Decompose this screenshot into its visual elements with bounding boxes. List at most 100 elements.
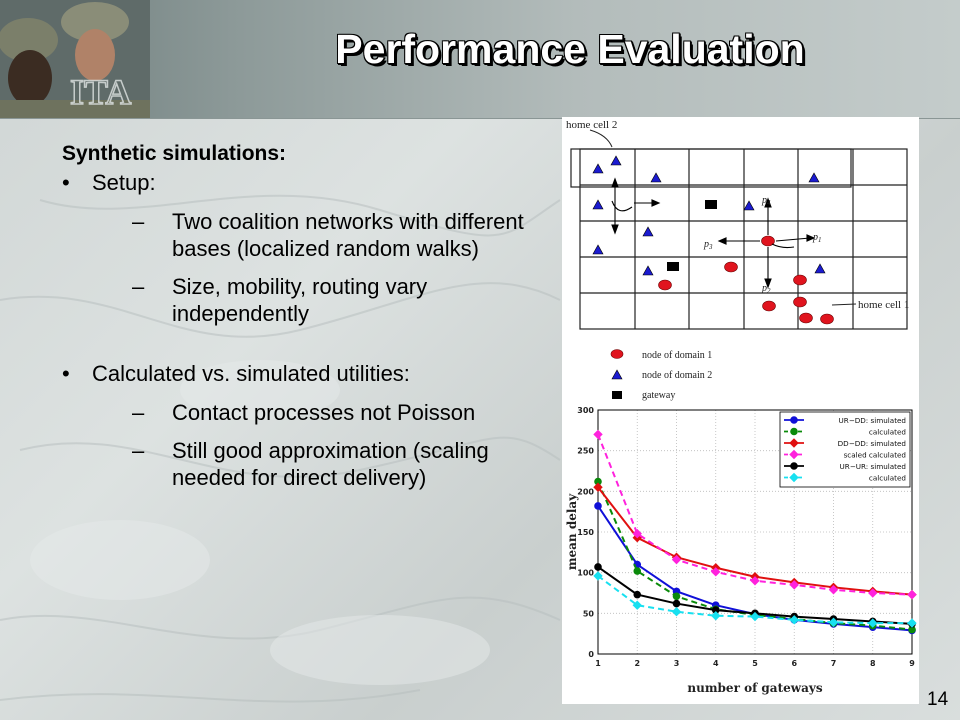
title-bar: ITA Performance Evaluation [0, 0, 960, 119]
circle-node-icon [820, 313, 834, 325]
data-point [750, 576, 760, 586]
legend-label: node of domain 1 [642, 350, 712, 361]
sub-list: – Contact processes not Poisson – Still … [92, 399, 542, 491]
dash-icon: – [132, 400, 145, 425]
sub-bullet: – Still good approximation (scaling need… [132, 437, 542, 491]
legend-square-icon [612, 391, 622, 399]
data-point [671, 606, 682, 617]
triangle-node-icon [592, 199, 604, 210]
data-point [711, 567, 721, 577]
triangle-node-icon [743, 200, 755, 211]
bullet-list: • Setup: – Two coalition networks with d… [62, 169, 542, 491]
sub-list: – Two coalition networks with different … [92, 208, 542, 327]
x-tick-label: 7 [831, 659, 837, 668]
data-point [593, 482, 603, 492]
data-point [828, 617, 839, 627]
section-heading: Synthetic simulations: [62, 142, 287, 165]
triangle-node-icon [642, 226, 654, 237]
triangle-node-icon [642, 265, 654, 276]
x-tick-label: 9 [909, 659, 915, 668]
dash-icon: – [132, 274, 145, 299]
x-tick-label: 4 [713, 659, 719, 668]
data-point [671, 554, 682, 565]
data-point [594, 563, 602, 571]
delay-line-chart: 1 2 3 4 5 6 7 8 9 0 50 100 150 200 250 300 UR−DD: simul… [562, 404, 919, 704]
chart-axes: 1 2 3 4 5 6 7 8 9 0 50 100 150 200 250 300 [577, 406, 915, 668]
data-point [789, 472, 799, 483]
circle-node-icon [799, 312, 813, 324]
y-tick-label: 100 [577, 569, 594, 578]
dash-icon: – [132, 438, 145, 463]
data-point [868, 588, 878, 598]
diagram-legend: node of domain 1 node of domain 2 gatewa… [610, 349, 712, 401]
x-tick-label: 1 [595, 659, 601, 668]
y-axis-label: mean delay [565, 493, 579, 570]
y-tick-label: 300 [577, 406, 594, 415]
x-tick-label: 3 [674, 659, 680, 668]
sub-bullet-text: Two coalition networks with different ba… [172, 209, 524, 261]
data-point [789, 580, 799, 590]
data-point [711, 611, 721, 621]
legend-label: gateway [642, 390, 675, 401]
bullet-dot-icon: • [62, 170, 70, 195]
y-tick-label: 200 [577, 487, 594, 496]
data-point [868, 618, 878, 628]
series-3 [593, 429, 917, 600]
bullet-dot-icon: • [62, 361, 70, 386]
bullet-text: Setup: [92, 170, 156, 195]
data-point [907, 618, 917, 628]
x-tick-label: 8 [870, 659, 876, 668]
domain-2-nodes [592, 155, 826, 276]
data-point [907, 589, 917, 600]
sub-bullet: – Two coalition networks with different … [132, 208, 542, 262]
legend-label: calculated [869, 474, 906, 483]
p4-label: p4 [761, 195, 771, 207]
legend-triangle-icon [611, 369, 623, 380]
sub-bullet-text: Size, mobility, routing vary independent… [172, 274, 428, 326]
data-point [828, 585, 839, 595]
x-axis-label: number of gateways [687, 681, 822, 695]
x-tick-label: 2 [634, 659, 640, 668]
circle-node-icon [793, 274, 807, 286]
triangle-node-icon [814, 263, 826, 274]
data-point [672, 599, 681, 608]
legend-box [779, 411, 911, 488]
triangle-node-icon [592, 163, 604, 174]
page-number: 14 [927, 689, 949, 710]
home-cell-1-pointer [831, 303, 857, 306]
legend-label: UR−DD: simulated [838, 416, 906, 425]
page-title: Performance Evaluation [335, 26, 805, 72]
y-tick-label: 250 [577, 447, 594, 456]
data-point [633, 567, 642, 575]
gateway-square-icon [667, 262, 679, 271]
circle-node-icon [658, 279, 672, 291]
bullet-setup: • Setup: – Two coalition networks with d… [62, 169, 542, 327]
y-tick-label: 50 [583, 609, 595, 618]
chart-series [593, 429, 917, 635]
series-5 [593, 571, 917, 628]
legend-label: DD−DD: simulated [838, 439, 906, 448]
figure-panel: home cell 2 home cell 1 [562, 117, 919, 704]
transition-arrows [611, 177, 816, 289]
bullet-text: Calculated vs. simulated utilities: [92, 361, 410, 386]
triangle-node-icon [650, 172, 662, 183]
chart-legend: UR−DD: simulated calculated DD−DD: simulat… [779, 411, 911, 488]
gateway-square-icon [705, 200, 717, 209]
spacer [62, 338, 542, 360]
data-point [632, 600, 642, 610]
triangle-node-icon [592, 244, 604, 255]
data-point [672, 592, 681, 601]
data-point [593, 571, 603, 581]
circle-node-icon [724, 261, 738, 273]
mobility-grid-diagram: home cell 2 home cell 1 [566, 119, 909, 401]
data-point [790, 416, 798, 424]
logo-text: ITA [70, 72, 131, 112]
sub-bullet-text: Still good approximation (scaling needed… [172, 438, 489, 490]
sub-bullet: – Contact processes not Poisson [132, 399, 542, 426]
circle-node-icon [761, 235, 775, 247]
data-point [633, 590, 642, 599]
data-point [790, 427, 798, 436]
data-point [594, 502, 602, 510]
plot-frame [597, 409, 913, 655]
